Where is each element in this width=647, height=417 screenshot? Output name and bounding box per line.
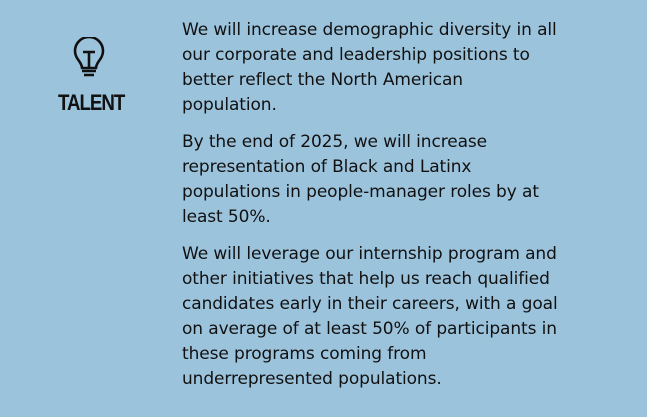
text-line: We will leverage our internship program … — [182, 244, 557, 264]
text-line: least 50%. — [182, 207, 271, 227]
text-line: other initiatives that help us reach qua… — [182, 269, 550, 289]
text-line: our corporate and leadership positions t… — [182, 45, 530, 65]
text-line: these programs coming from — [182, 344, 427, 364]
text-line: on average of at least 50% of participan… — [182, 319, 557, 339]
text-line: By the end of 2025, we will increase — [182, 132, 488, 152]
text-line: representation of Black and Latinx — [182, 157, 472, 177]
text-line: underrepresented populations. — [182, 369, 442, 389]
text-line: population. — [182, 95, 277, 115]
section-heading: TALENT — [58, 90, 125, 115]
commitments-text: We will increase demographic diversity i… — [182, 18, 562, 404]
paragraph-1: We will increase demographic diversity i… — [182, 18, 562, 118]
text-line: We will increase demographic diversity i… — [182, 20, 557, 40]
paragraph-2: By the end of 2025, we will increase rep… — [182, 130, 562, 230]
text-line: populations in people-manager roles by a… — [182, 182, 539, 202]
lightbulb-icon — [72, 35, 106, 79]
paragraph-3: We will leverage our internship program … — [182, 242, 562, 392]
text-line: better reflect the North American — [182, 70, 463, 90]
text-line: candidates early in their careers, with … — [182, 294, 558, 314]
